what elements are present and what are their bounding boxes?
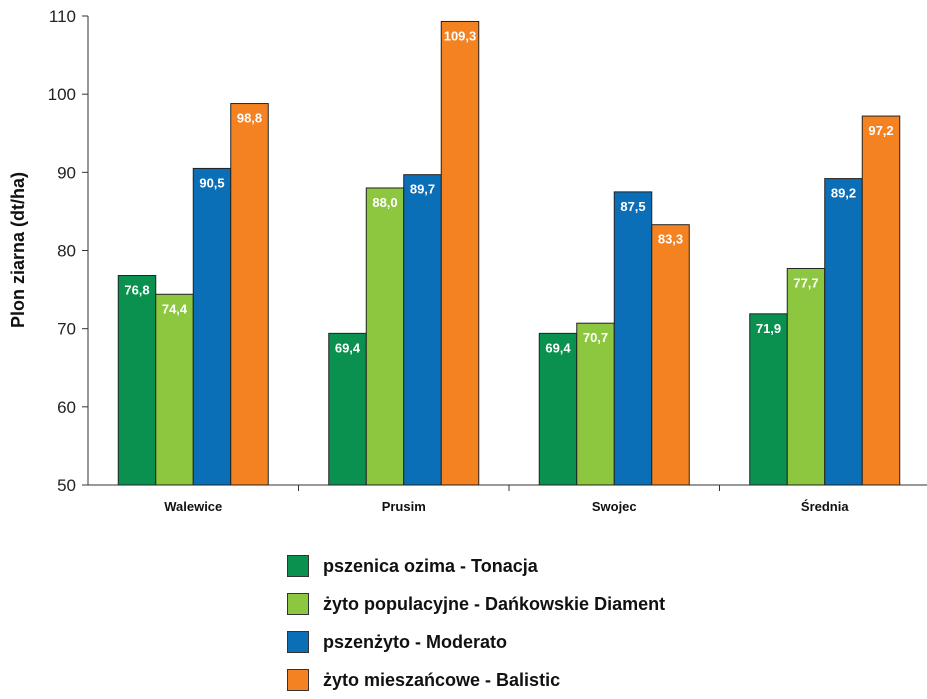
y-tick-label: 80 (57, 242, 76, 261)
bar (651, 224, 690, 486)
bar (230, 103, 269, 486)
bar (786, 267, 826, 486)
legend-swatch (287, 593, 309, 615)
x-tick-label: Walewice (164, 499, 222, 514)
legend-item: pszenżyto - Moderato (287, 623, 665, 661)
y-tick-label: 100 (48, 85, 76, 104)
bar-value-label: 76,8 (124, 283, 149, 298)
bar (440, 20, 480, 486)
legend-swatch (287, 669, 309, 691)
legend-item: żyto mieszańcowe - Balistic (287, 661, 665, 699)
axes: 50 60 70 80 90 100 110 Walewice Prusim Swojec Śred… (48, 7, 927, 514)
legend-label: pszenica ozima - Tonacja (323, 555, 538, 576)
bar-chart: 50 60 70 80 90 100 110 Walewice Prusim Swojec Śred… (8, 7, 927, 514)
bar-value-label: 83,3 (658, 232, 683, 247)
bar (155, 293, 194, 486)
bar-value-label: 71,9 (756, 321, 781, 336)
bar-value-label: 98,8 (237, 111, 262, 126)
legend-label: pszenżyto - Moderato (323, 631, 508, 652)
bar-value-label: 69,4 (335, 340, 361, 355)
y-axis-label: Plon ziarna (dt/ha) (8, 172, 28, 328)
x-tick-label: Swojec (592, 499, 637, 514)
bar-value-label: 90,5 (199, 175, 224, 190)
bar-value-label: 87,5 (620, 199, 645, 214)
legend: pszenica ozima - Tonacja żyto populacyjne… (287, 547, 665, 699)
bar (576, 322, 615, 486)
legend-label: żyto mieszańcowe - Balistic (323, 669, 561, 690)
bar-value-label: 70,7 (583, 330, 608, 345)
bar-value-label: 74,4 (162, 301, 188, 316)
legend-swatch (287, 555, 309, 577)
legend-label: żyto populacyjne - Dańkowskie Diament (323, 593, 666, 614)
bar-value-label: 77,7 (793, 275, 818, 290)
bar-value-label: 88,0 (372, 195, 397, 210)
bar (824, 178, 863, 486)
bar (117, 275, 157, 486)
bar (192, 167, 232, 486)
legend-item: pszenica ozima - Tonacja (287, 547, 665, 585)
bars: 76,8 74,4 90,5 98,8 69,4 88,0 89,7 109,3 69,4 70,… (117, 20, 901, 486)
bar (328, 332, 367, 486)
bar-value-label: 89,7 (410, 182, 435, 197)
y-tick-label: 60 (57, 398, 76, 417)
y-tick-label: 110 (49, 7, 76, 26)
bar (365, 187, 405, 486)
bar (538, 332, 578, 486)
bar-value-label: 97,2 (868, 123, 893, 138)
bar-value-label: 69,4 (545, 340, 571, 355)
bar (749, 313, 788, 486)
bar (403, 174, 442, 486)
legend-swatch (287, 631, 309, 653)
y-tick-label: 90 (57, 163, 76, 182)
bar-value-label: 89,2 (831, 186, 856, 201)
x-tick-label: Średnia (801, 499, 849, 514)
bar (613, 191, 653, 486)
bar (861, 115, 901, 486)
x-tick-label: Prusim (382, 499, 426, 514)
y-tick-label: 50 (57, 476, 76, 495)
bar-value-label: 109,3 (444, 28, 477, 43)
y-tick-label: 70 (57, 320, 76, 339)
legend-item: żyto populacyjne - Dańkowskie Diament (287, 585, 665, 623)
